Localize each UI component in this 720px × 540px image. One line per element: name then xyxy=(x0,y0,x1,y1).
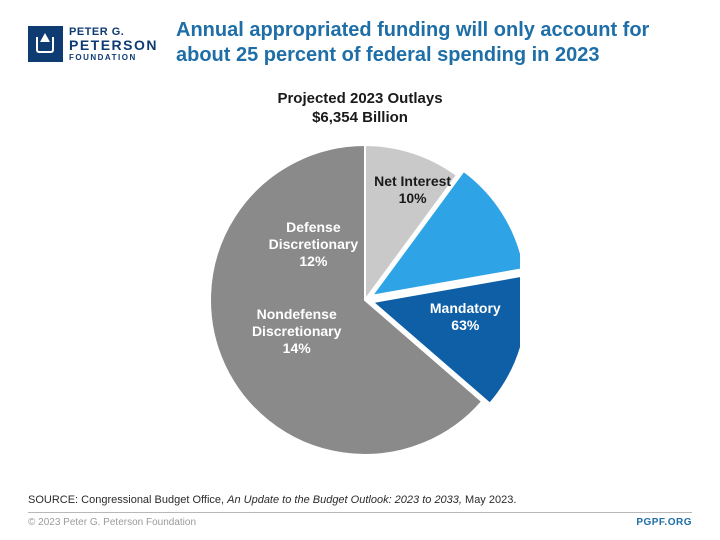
logo: PETER G. PETERSON FOUNDATION xyxy=(28,18,158,70)
source-prefix: SOURCE: Congressional Budget Office, xyxy=(28,494,227,506)
chart-area: Projected 2023 Outlays $6,354 Billion Ne… xyxy=(0,90,720,490)
chart-headline: Annual appropriated funding will only ac… xyxy=(176,18,692,68)
pie-chart: Net Interest10%DefenseDiscretionary12%No… xyxy=(210,145,520,455)
copyright: © 2023 Peter G. Peterson Foundation xyxy=(28,517,196,528)
logo-torch-icon xyxy=(28,26,63,62)
header: PETER G. PETERSON FOUNDATION Annual appr… xyxy=(0,0,720,70)
chart-subtitle: Projected 2023 Outlays $6,354 Billion xyxy=(0,90,720,128)
source-italic: An Update to the Budget Outlook: 2023 to… xyxy=(227,494,462,506)
pgpf-url: PGPF.ORG xyxy=(636,517,692,528)
chart-subtitle-line2: $6,354 Billion xyxy=(312,109,408,126)
source-line: SOURCE: Congressional Budget Office, An … xyxy=(28,494,692,513)
logo-text: PETER G. PETERSON FOUNDATION xyxy=(69,27,158,62)
logo-line1: PETER G. xyxy=(69,27,158,38)
chart-subtitle-line1: Projected 2023 Outlays xyxy=(277,90,442,107)
footer: SOURCE: Congressional Budget Office, An … xyxy=(28,494,692,528)
source-suffix: May 2023. xyxy=(465,494,516,506)
logo-line3: FOUNDATION xyxy=(69,54,158,62)
logo-line2: PETERSON xyxy=(69,38,158,52)
